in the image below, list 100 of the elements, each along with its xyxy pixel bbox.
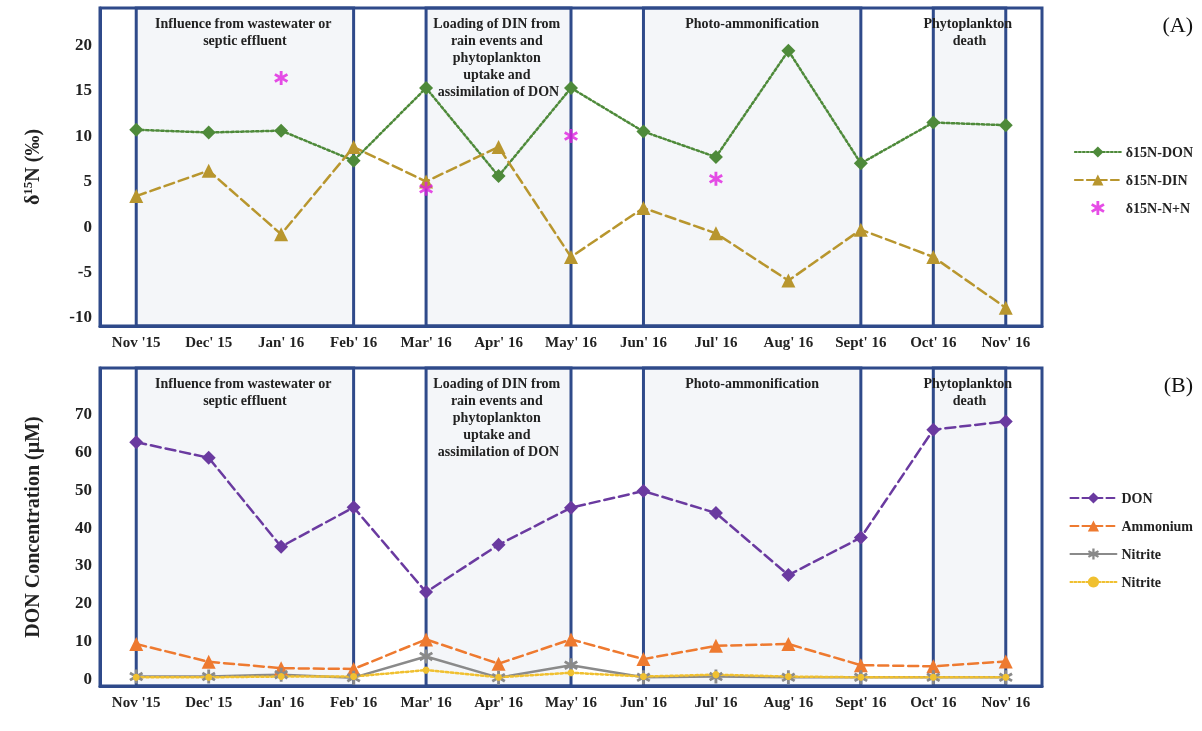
legend-label: δ15N-DON: [1125, 144, 1194, 160]
point: [636, 200, 651, 215]
point: [708, 171, 723, 186]
x-tick-label: Sept' 16: [835, 333, 887, 350]
x-tick-label: Jun' 16: [619, 693, 668, 710]
legend-label: δ15N-N+N: [1125, 200, 1191, 216]
legend-label: δ15N-DIN: [1125, 172, 1188, 188]
y-tick-label: 15: [75, 80, 92, 100]
x-tick-label: Nov '15: [111, 693, 161, 710]
point: [853, 222, 868, 237]
point: [926, 249, 941, 264]
legend-label: DON: [1121, 490, 1153, 506]
x-tick-label: Oct' 16: [910, 333, 957, 350]
y-tick-label: 0: [83, 668, 92, 688]
point: [564, 80, 578, 95]
point: [998, 300, 1013, 315]
x-tick-label: Jan' 16: [258, 693, 305, 710]
point: [998, 654, 1013, 669]
x-tick-label: Jul' 16: [694, 693, 738, 710]
point: [491, 169, 506, 184]
y-tick-label: 50: [75, 479, 92, 499]
point: [781, 568, 796, 583]
legend-label: Nitrite: [1121, 574, 1162, 590]
band-label: Loading of DIN from rain events and phytoplankton uptake and assimilation of DON: [433, 375, 564, 459]
point: [564, 632, 578, 647]
point: [853, 156, 868, 171]
point: [419, 585, 434, 600]
text: (B): [1163, 371, 1193, 397]
y-tick-label: 20: [75, 34, 92, 54]
y-tick-label: 20: [75, 593, 92, 613]
x-tick-label: Sept' 16: [835, 693, 887, 710]
legend-label: Ammonium: [1121, 518, 1194, 534]
x-tick-label: Nov' 16: [981, 333, 1031, 350]
point: [129, 636, 144, 651]
y-tick-label: -10: [69, 307, 92, 327]
point: [201, 654, 216, 669]
point: [564, 500, 578, 515]
point: [636, 124, 651, 139]
point: [129, 435, 144, 450]
x-tick-label: Feb' 16: [330, 333, 378, 350]
y-axis-title: δ15N (‰): [20, 128, 44, 206]
point: [781, 273, 796, 288]
x-tick-label: Nov' 16: [981, 693, 1031, 710]
y-tick-label: 70: [75, 403, 92, 423]
point: [781, 636, 796, 651]
band-label: Loading of DIN from rain events and phytoplankton uptake and assimilation of DON: [433, 15, 564, 99]
point: [926, 422, 941, 437]
band-label: Influence from wastewater or septic effluent: [155, 375, 335, 408]
point: [201, 450, 216, 465]
point: [926, 115, 941, 130]
y-tick-label: 10: [75, 631, 92, 651]
point: [636, 652, 651, 667]
point: [346, 153, 361, 168]
point: [708, 505, 723, 520]
x-tick-label: Dec' 15: [185, 693, 233, 710]
point: [708, 226, 723, 241]
point: [274, 227, 289, 242]
point: [346, 140, 361, 155]
point: [708, 150, 723, 165]
point: [781, 43, 796, 58]
point: [567, 669, 575, 677]
x-tick-label: Mar' 16: [400, 333, 453, 350]
x-tick-label: Jul' 16: [694, 333, 738, 350]
point: [129, 122, 144, 137]
point: [201, 163, 216, 178]
y-tick-label: 5: [83, 171, 92, 191]
x-tick-label: Jun' 16: [619, 333, 668, 350]
y-axis-title: DON Concentration (µM): [21, 416, 44, 638]
point: [419, 181, 434, 196]
y-tick-label: -5: [77, 261, 92, 281]
x-tick-label: Apr' 16: [474, 333, 524, 350]
x-tick-label: Nov '15: [111, 333, 161, 350]
x-tick-label: Oct' 16: [910, 693, 957, 710]
point: [419, 649, 434, 664]
y-tick-label: 30: [75, 555, 92, 575]
point: [346, 500, 361, 515]
legend-label: Nitrite: [1121, 546, 1162, 562]
band-label: Influence from wastewater or septic effluent: [155, 15, 335, 48]
x-tick-label: Jan' 16: [258, 333, 305, 350]
band-label: Photo-ammonification: [685, 375, 820, 391]
point: [491, 656, 506, 671]
point: [636, 484, 651, 499]
point: [564, 129, 578, 144]
point: [274, 70, 289, 85]
point: [419, 80, 434, 95]
x-tick-label: May' 16: [544, 693, 598, 710]
point: [419, 632, 434, 647]
band-label: Photo-ammonification: [685, 15, 820, 31]
y-tick-label: 40: [75, 517, 92, 537]
x-tick-label: Apr' 16: [474, 693, 524, 710]
x-tick-label: May' 16: [544, 333, 598, 350]
point: [853, 658, 868, 673]
point: [274, 539, 289, 554]
x-tick-label: Mar' 16: [400, 693, 453, 710]
x-tick-label: Feb' 16: [330, 693, 378, 710]
text: (A): [1162, 11, 1194, 37]
point: [129, 189, 144, 204]
point: [201, 125, 216, 140]
point: [998, 118, 1013, 133]
y-tick-label: 0: [83, 216, 92, 236]
